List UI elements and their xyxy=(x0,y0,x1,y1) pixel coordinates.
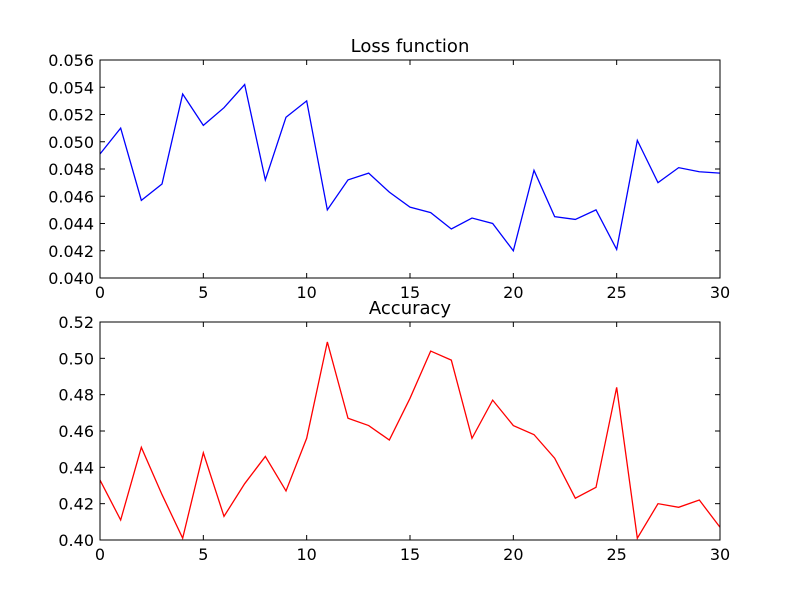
accuracy-y-tick-label: 0.42 xyxy=(58,495,94,514)
accuracy-x-tick-label: 30 xyxy=(710,545,730,564)
loss-chart: Loss function 0 5 10 15 20 25 30 0.040 0.042 0.04… xyxy=(48,36,730,302)
accuracy-x-tick-label: 10 xyxy=(296,545,316,564)
loss-y-tick-label: 0.044 xyxy=(48,215,94,234)
loss-y-tick-label: 0.056 xyxy=(48,51,94,70)
accuracy-x-tick-label: 5 xyxy=(198,545,208,564)
accuracy-chart: Accuracy 0 5 10 15 20 25 30 0.40 0.42 0.44 0.46 0.4… xyxy=(58,298,730,564)
accuracy-x-tick-label: 20 xyxy=(503,545,523,564)
loss-y-tick-label: 0.040 xyxy=(48,269,94,288)
accuracy-x-tick-label: 0 xyxy=(95,545,105,564)
loss-x-tick-label: 25 xyxy=(606,283,626,302)
loss-y-tick-label: 0.042 xyxy=(48,242,94,261)
accuracy-y-tick-label: 0.44 xyxy=(58,458,94,477)
loss-x-tick-label: 30 xyxy=(710,283,730,302)
accuracy-x-tick-label: 15 xyxy=(400,545,420,564)
accuracy-y-tick-label: 0.50 xyxy=(58,349,94,368)
loss-y-tick-label: 0.050 xyxy=(48,133,94,152)
loss-x-tick-label: 10 xyxy=(296,283,316,302)
loss-x-tick-label: 15 xyxy=(400,283,420,302)
accuracy-x-tick-label: 25 xyxy=(606,545,626,564)
loss-chart-title: Loss function xyxy=(351,36,470,57)
loss-x-tick-label: 0 xyxy=(95,283,105,302)
loss-y-tick-label: 0.054 xyxy=(48,78,94,97)
loss-y-tick-label: 0.046 xyxy=(48,187,94,206)
accuracy-y-tick-label: 0.48 xyxy=(58,386,94,405)
loss-x-tick-label: 20 xyxy=(503,283,523,302)
loss-y-tick-label: 0.048 xyxy=(48,160,94,179)
accuracy-y-tick-label: 0.40 xyxy=(58,531,94,550)
loss-y-tick-label: 0.052 xyxy=(48,106,94,125)
accuracy-y-tick-label: 0.46 xyxy=(58,422,94,441)
accuracy-y-tick-label: 0.52 xyxy=(58,313,94,332)
loss-x-tick-label: 5 xyxy=(198,283,208,302)
accuracy-chart-title: Accuracy xyxy=(369,298,452,319)
